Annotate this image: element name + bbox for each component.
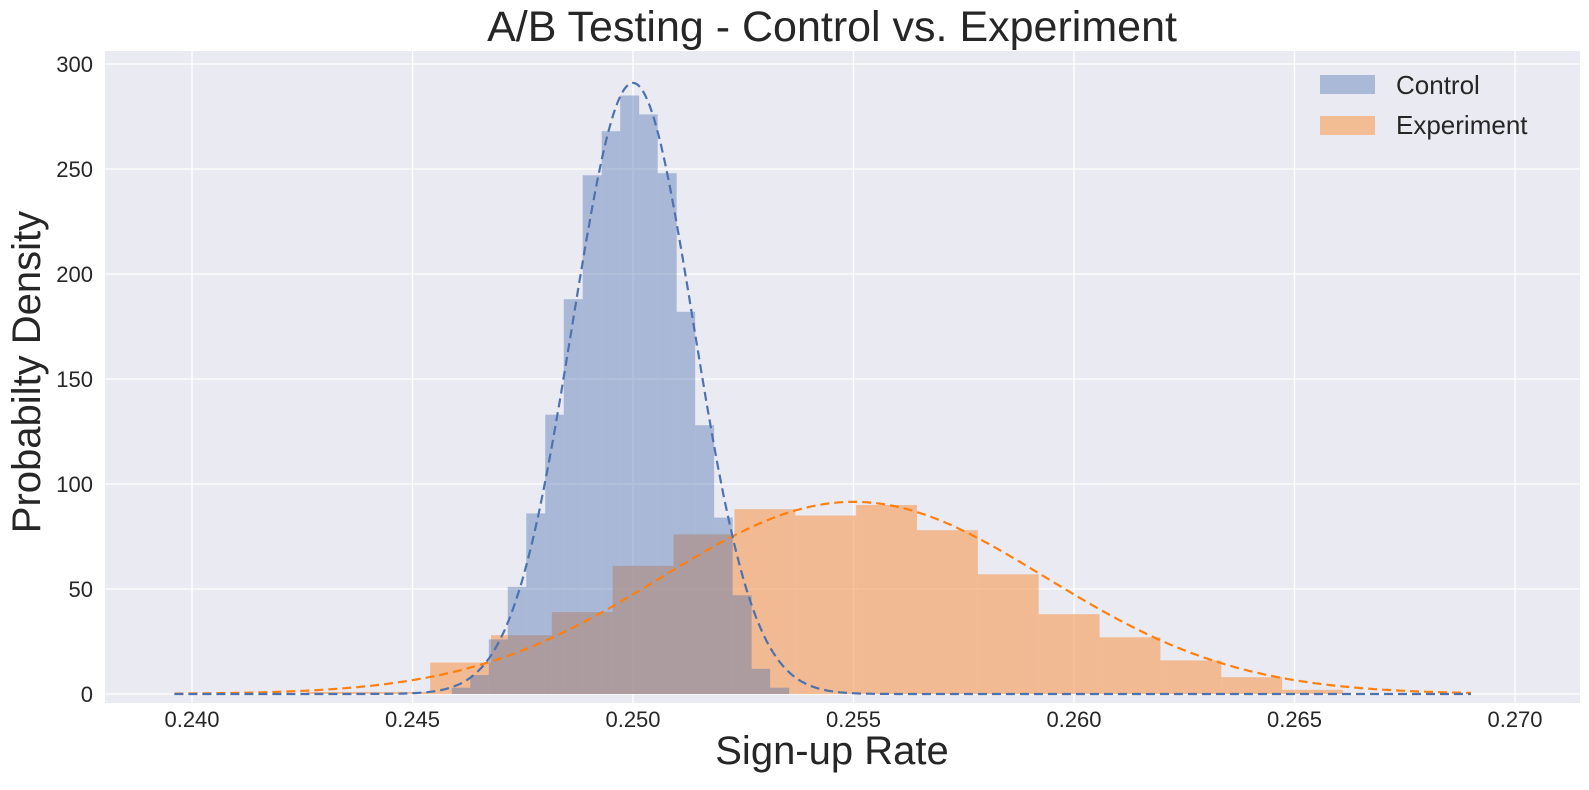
histogram-bar bbox=[1282, 689, 1344, 694]
histogram-bar bbox=[657, 173, 677, 694]
x-tick-label: 0.240 bbox=[164, 707, 219, 732]
x-tick-label: 0.270 bbox=[1487, 707, 1542, 732]
y-tick-label: 150 bbox=[56, 367, 93, 392]
histogram-bar bbox=[470, 675, 489, 694]
histogram-bar bbox=[751, 668, 771, 694]
histogram-bar bbox=[306, 691, 431, 694]
histogram-bar bbox=[582, 175, 602, 695]
x-axis-label: Sign-up Rate bbox=[715, 729, 948, 773]
histogram-bar bbox=[1160, 660, 1222, 694]
control-histogram bbox=[451, 95, 790, 695]
x-axis-ticks: 0.240 0.245 0.250 0.255 0.260 0.265 0.270 bbox=[164, 707, 1542, 732]
histogram-bar bbox=[795, 515, 857, 694]
histogram-bar bbox=[770, 687, 790, 694]
legend-swatch-experiment bbox=[1320, 116, 1375, 135]
histogram-bar bbox=[977, 574, 1039, 694]
histogram-bar bbox=[1038, 614, 1100, 694]
histogram-bar bbox=[545, 414, 564, 694]
histogram-bar bbox=[507, 586, 527, 694]
histogram-bar bbox=[526, 513, 546, 694]
histogram-bar bbox=[917, 530, 978, 694]
y-tick-label: 50 bbox=[69, 577, 93, 602]
histogram-bar bbox=[612, 565, 674, 694]
y-tick-label: 300 bbox=[56, 52, 93, 77]
experiment-histogram bbox=[306, 505, 1344, 694]
legend-label-experiment: Experiment bbox=[1396, 110, 1528, 140]
histogram-bar bbox=[620, 95, 640, 694]
histogram-bar bbox=[601, 131, 621, 694]
histogram-bar bbox=[563, 299, 583, 694]
x-tick-label: 0.255 bbox=[826, 707, 881, 732]
histogram-bar bbox=[488, 639, 508, 694]
histogram-bar bbox=[1221, 677, 1283, 694]
histogram-bar bbox=[732, 595, 752, 694]
legend-label-control: Control bbox=[1396, 70, 1480, 100]
control-fit-curve bbox=[174, 81, 1471, 696]
x-tick-label: 0.260 bbox=[1046, 707, 1101, 732]
histogram-bar bbox=[451, 687, 471, 694]
experiment-fit-curve bbox=[174, 500, 1471, 695]
y-tick-label: 0 bbox=[81, 682, 93, 707]
legend-swatch-control bbox=[1320, 75, 1375, 94]
histogram-bar bbox=[1099, 637, 1161, 694]
histogram-bar bbox=[734, 509, 796, 694]
x-tick-label: 0.245 bbox=[385, 707, 440, 732]
histogram-bar bbox=[714, 517, 733, 694]
histogram-bar bbox=[551, 612, 613, 694]
y-tick-label: 100 bbox=[56, 472, 93, 497]
histogram-bar bbox=[639, 114, 658, 694]
histogram-bar bbox=[695, 425, 715, 694]
histogram-bar bbox=[676, 311, 696, 694]
x-tick-label: 0.250 bbox=[605, 707, 660, 732]
y-axis-label: Probabilty Density bbox=[5, 211, 49, 533]
histogram-bar bbox=[856, 505, 918, 694]
histogram-bar bbox=[490, 635, 552, 694]
y-tick-label: 200 bbox=[56, 262, 93, 287]
x-tick-label: 0.265 bbox=[1267, 707, 1322, 732]
histogram-bar bbox=[673, 534, 735, 694]
y-axis-ticks: 0 50 100 150 200 250 300 bbox=[56, 52, 93, 707]
y-tick-label: 250 bbox=[56, 157, 93, 182]
legend: Control Experiment bbox=[1320, 70, 1528, 140]
chart-title: A/B Testing - Control vs. Experiment bbox=[487, 3, 1177, 51]
